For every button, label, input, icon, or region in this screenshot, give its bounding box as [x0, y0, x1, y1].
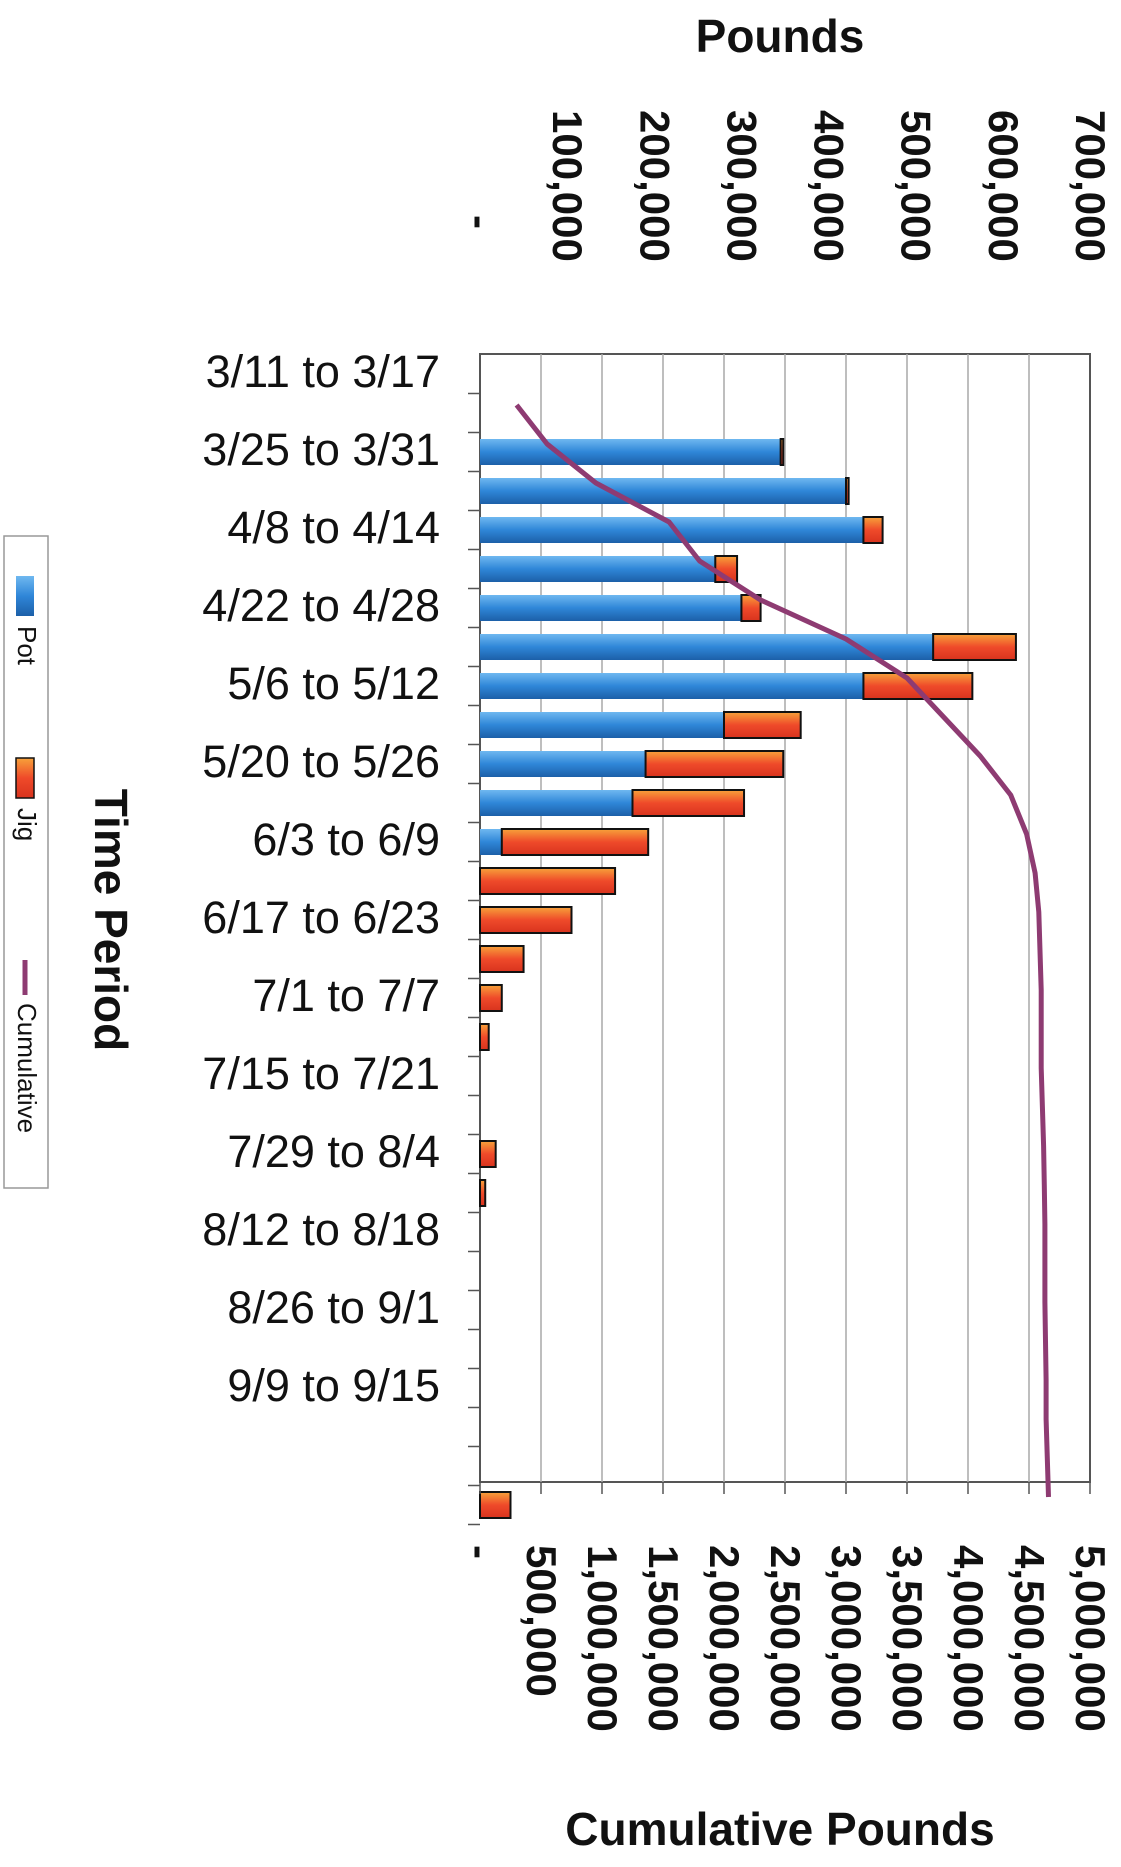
jig-bar	[479, 906, 573, 934]
bottom-tick-label: 1,000,000	[579, 1545, 626, 1732]
bottom-tick-label: 3,500,000	[884, 1545, 931, 1732]
pot-bar	[480, 790, 633, 816]
top-axis-ticks: - 100,000 200,000 300,000 400,000 500,000 600,…	[457, 110, 1114, 262]
bottom-tick-label: 1,500,000	[640, 1545, 687, 1732]
bottom-tick-label: 2,000,000	[701, 1545, 748, 1732]
pot-bar	[480, 634, 934, 660]
jig-bar	[779, 438, 785, 466]
jig-bar	[500, 828, 650, 856]
jig-bar	[479, 867, 617, 895]
category-label: 3/11 to 3/17	[206, 346, 440, 397]
jig-bar	[845, 477, 850, 505]
legend-pot-label: Pot	[12, 626, 42, 666]
pot-bar	[480, 517, 864, 543]
jig-bar	[479, 1023, 490, 1051]
jig-bar	[479, 1140, 497, 1168]
pot-bar	[480, 712, 724, 738]
top-tick-label: 200,000	[631, 110, 678, 262]
jig-bar	[644, 750, 785, 778]
legend-jig-swatch	[15, 757, 35, 799]
bottom-tick-label: 4,500,000	[1006, 1545, 1053, 1732]
category-label: 4/8 to 4/14	[227, 502, 440, 553]
top-tick-label: 300,000	[718, 110, 765, 262]
bottom-tick-label: 3,000,000	[823, 1545, 870, 1732]
legend-jig-label: Jig	[12, 808, 42, 841]
category-labels: 3/11 to 3/17 3/25 to 3/31 4/8 to 4/14 4/22 …	[202, 346, 440, 1411]
cumulative-line	[514, 403, 1051, 1498]
bottom-axis-title: Cumulative Pounds	[565, 1803, 994, 1855]
bottom-tick-label: 2,500,000	[762, 1545, 809, 1732]
category-label: 8/26 to 9/1	[227, 1282, 440, 1333]
bar-series	[479, 438, 1017, 1519]
bottom-tick-marks	[479, 1482, 1091, 1494]
top-tick-label: 700,000	[1067, 110, 1114, 262]
category-label: 5/6 to 5/12	[227, 658, 440, 709]
legend-cumulative-label: Cumulative	[12, 1003, 42, 1133]
category-label: 7/15 to 7/21	[202, 1048, 440, 1099]
category-label: 7/29 to 8/4	[227, 1126, 440, 1177]
jig-bar	[479, 984, 503, 1012]
top-axis-title: Pounds	[696, 10, 865, 62]
pot-bar	[480, 829, 502, 855]
pot-bar	[480, 751, 646, 777]
jig-bar	[479, 945, 525, 973]
top-tick-label: 500,000	[893, 110, 940, 262]
top-tick-label: 100,000	[544, 110, 591, 262]
category-label: 3/25 to 3/31	[202, 424, 440, 475]
category-label: 7/1 to 7/7	[252, 970, 440, 1021]
pot-bar	[480, 478, 846, 504]
category-label: 5/20 to 5/26	[202, 736, 440, 787]
top-tick-label: -	[457, 215, 504, 229]
legend-pot-swatch	[16, 576, 34, 616]
category-label: 8/12 to 8/18	[202, 1204, 440, 1255]
bottom-tick-label: -	[457, 1545, 504, 1559]
jig-bar	[932, 633, 1017, 661]
bottom-axis-ticks: -500,000 1,000,000 1,500,000 2,000,000 2,500…	[457, 1545, 1114, 1732]
legend: Pot Jig Cumulative	[3, 535, 49, 1189]
jig-bar	[631, 789, 746, 817]
y-tick-marks	[468, 392, 480, 1526]
y-axis-title: Time Period	[85, 789, 137, 1051]
category-label: 6/3 to 6/9	[252, 814, 440, 865]
pot-bar	[480, 673, 864, 699]
bottom-tick-label: 500,000	[518, 1545, 565, 1697]
category-label: 6/17 to 6/23	[202, 892, 440, 943]
category-label: 9/9 to 9/15	[227, 1360, 440, 1411]
bottom-tick-label: 4,000,000	[945, 1545, 992, 1732]
jig-bar	[862, 516, 884, 544]
bottom-tick-label: 5,000,000	[1067, 1545, 1114, 1732]
pot-bar	[480, 595, 742, 621]
jig-bar	[723, 711, 802, 739]
category-label: 4/22 to 4/28	[202, 580, 440, 631]
jig-bar	[479, 1491, 512, 1519]
pot-bar	[480, 556, 716, 582]
pot-bar	[480, 439, 781, 465]
top-tick-label: 600,000	[980, 110, 1027, 262]
jig-bar	[479, 1179, 487, 1207]
top-tick-label: 400,000	[806, 110, 853, 262]
